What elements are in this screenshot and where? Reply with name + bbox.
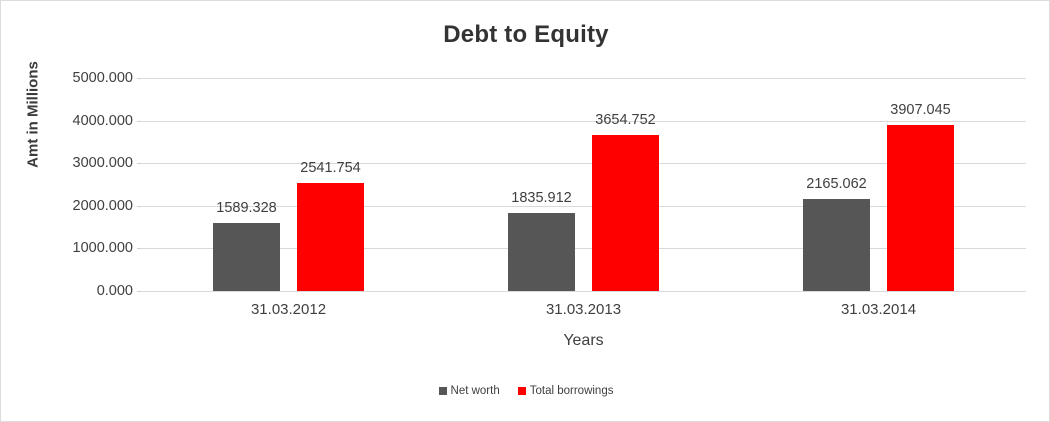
y-axis-tick-mark [137, 78, 141, 79]
x-axis-tick-label: 31.03.2012 [250, 301, 327, 318]
bar-value-label: 2541.754 [300, 159, 361, 176]
bar-group: 1589.328 2541.754 [141, 78, 1026, 291]
gridline [141, 248, 1026, 250]
legend-item[interactable]: Net worth [438, 385, 500, 397]
bar-value-label: 2165.062 [806, 175, 867, 192]
bar[interactable] [213, 223, 280, 291]
bar[interactable] [887, 124, 954, 291]
y-axis-tick-mark [137, 248, 141, 250]
y-axis-tick-label: 2000.000 [72, 197, 133, 214]
y-axis-tick-label: 0.000 [96, 283, 133, 299]
y-axis-tick-label: 1000.000 [72, 240, 133, 257]
bar-group: 2165.062 3907.045 [141, 78, 1026, 291]
y-axis-tick-label: 3000.000 [72, 155, 133, 172]
gridline [141, 205, 1026, 207]
y-axis-tick-label: 4000.000 [72, 112, 133, 129]
y-axis-tick-label: 5000.000 [72, 70, 133, 86]
bar[interactable] [508, 212, 575, 291]
y-axis-tick-mark [137, 163, 141, 165]
legend-item[interactable]: Total borrowings [517, 385, 614, 397]
bar-value-label: 3907.045 [890, 101, 951, 118]
legend-label: Net worth [450, 385, 500, 397]
x-axis-tick-label: 31.03.2013 [545, 301, 622, 318]
x-axis-tick-labels: 31.03.2012 31.03.2013 31.03.2014 [141, 301, 1026, 325]
legend-label: Total borrowings [529, 385, 614, 397]
gridline [141, 78, 1026, 79]
gridline [141, 163, 1026, 165]
y-axis-tick-labels: 5000.000 4000.000 3000.000 2000.000 1000.000… [51, 1, 133, 421]
bar-group: 1835.912 3654.752 [141, 78, 1026, 291]
gridline [141, 120, 1026, 122]
bar[interactable] [297, 182, 364, 291]
plot-area: 1589.328 2541.754 1835.912 3654.752 2165.062… [137, 78, 1026, 292]
chart-legend: Net worth Total borrowings [1, 385, 1049, 397]
gridline [141, 291, 1026, 292]
bar-value-label: 3654.752 [595, 112, 656, 129]
y-axis-tick-mark [137, 205, 141, 207]
legend-swatch-icon [438, 387, 447, 395]
y-axis-title: Amt in Millions [24, 61, 42, 168]
bar[interactable] [803, 198, 870, 291]
y-axis-tick-mark [137, 120, 141, 122]
bar-value-label: 1589.328 [216, 200, 277, 217]
x-axis-tick-label: 31.03.2014 [840, 301, 917, 318]
chart-title: Debt to Equity [443, 21, 609, 48]
x-axis-title: Years [563, 332, 604, 349]
legend-swatch-icon [517, 387, 526, 395]
y-axis-tick-mark [137, 291, 141, 292]
bar[interactable] [592, 135, 659, 291]
bar-value-label: 1835.912 [511, 189, 572, 206]
